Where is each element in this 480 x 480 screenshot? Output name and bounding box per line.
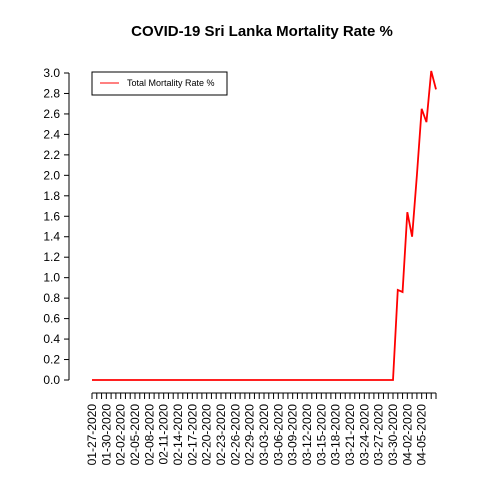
x-tick-label: 01-30-2020 xyxy=(99,404,113,466)
x-tick-label: 03-30-2020 xyxy=(386,404,400,466)
x-tick-label: 03-06-2020 xyxy=(271,404,285,466)
y-tick-label: 0.4 xyxy=(43,332,60,346)
y-tick-label: 1.6 xyxy=(43,209,60,223)
x-tick-label: 02-23-2020 xyxy=(214,404,228,466)
x-tick-label: 03-15-2020 xyxy=(314,404,328,466)
y-tick-label: 2.2 xyxy=(43,148,60,162)
x-tick-label: 02-26-2020 xyxy=(228,404,242,466)
chart-title: COVID-19 Sri Lanka Mortality Rate % xyxy=(131,23,393,40)
x-tick-label: 03-24-2020 xyxy=(357,404,371,466)
y-tick-label: 2.8 xyxy=(43,86,60,100)
x-tick-label: 03-03-2020 xyxy=(257,404,271,466)
y-tick-label: 2.4 xyxy=(43,127,60,141)
y-tick-label: 1.4 xyxy=(43,230,60,244)
legend-label: Total Mortality Rate % xyxy=(127,78,215,88)
x-tick-label: 03-09-2020 xyxy=(286,404,300,466)
x-tick-label: 01-27-2020 xyxy=(85,404,99,466)
y-tick-label: 0.0 xyxy=(43,373,60,387)
x-tick-label: 02-17-2020 xyxy=(185,404,199,466)
y-tick-label: 1.0 xyxy=(43,271,60,285)
x-tick-label: 03-18-2020 xyxy=(329,404,343,466)
x-tick-label: 03-12-2020 xyxy=(300,404,314,466)
x-tick-label: 03-21-2020 xyxy=(343,404,357,466)
x-tick-label: 02-11-2020 xyxy=(157,404,171,465)
x-axis: 01-27-2020 01-30-2020 02-02-2020 02-05-2020… xyxy=(85,392,437,466)
y-tick-label: 0.8 xyxy=(43,291,60,305)
x-tick-label: 02-29-2020 xyxy=(243,404,257,466)
y-tick-label: 1.8 xyxy=(43,189,60,203)
legend-box xyxy=(91,71,228,96)
x-tick-label: 02-20-2020 xyxy=(200,404,214,466)
y-tick-label: 0.6 xyxy=(43,312,60,326)
y-tick-label: 1.2 xyxy=(43,250,60,264)
y-tick-label: 2.6 xyxy=(43,107,60,121)
x-tick-label: 02-02-2020 xyxy=(114,404,128,466)
x-tick-label: 02-05-2020 xyxy=(128,404,142,466)
x-tick-label: 04-02-2020 xyxy=(400,404,414,466)
y-tick-label: 2.0 xyxy=(43,168,60,182)
y-tick-label: 0.2 xyxy=(43,353,60,367)
y-axis: 0.0 0.2 0.4 0.6 0.8 1.0 1.2 1.4 1.6 1.8 2.0 2.2 2.4 2… xyxy=(43,66,70,387)
series-line-total-mortality-rate xyxy=(92,70,437,381)
x-tick-label: 02-14-2020 xyxy=(171,404,185,466)
y-tick-label: 3.0 xyxy=(43,66,60,80)
legend: Total Mortality Rate % xyxy=(91,71,228,96)
x-tick-label: 04-05-2020 xyxy=(415,404,429,466)
x-tick-label: 02-08-2020 xyxy=(142,404,156,466)
series-layer xyxy=(91,70,437,381)
x-tick-label: 03-27-2020 xyxy=(372,404,386,466)
